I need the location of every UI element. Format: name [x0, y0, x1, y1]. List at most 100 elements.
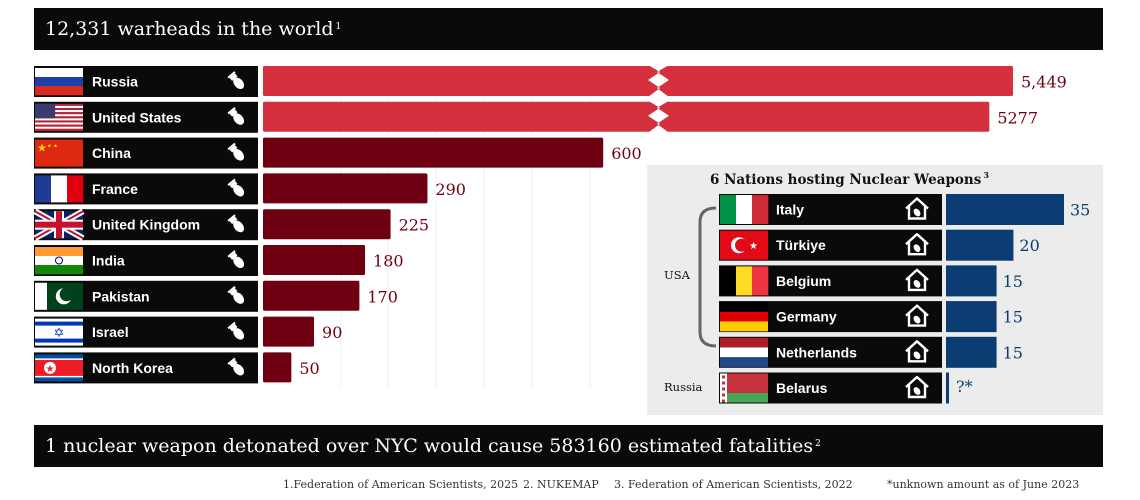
- svg-text:★ ★: ★ ★: [47, 144, 58, 150]
- bomb-icon: [227, 178, 245, 197]
- svg-text:★: ★: [749, 241, 758, 252]
- country-label: North Korea: [92, 360, 173, 376]
- bomb-icon: [227, 250, 245, 269]
- bar-north-korea: [263, 352, 292, 383]
- flag-united-states: [35, 103, 83, 131]
- value-label: 90: [322, 323, 342, 342]
- host-value-label: 35: [1070, 201, 1090, 220]
- country-row-china: ★ ★ ★ China 600: [34, 137, 642, 169]
- host-bar-turkiye: [946, 229, 1014, 261]
- country-label: Israel: [92, 324, 129, 340]
- svg-text:✡: ✡: [54, 326, 65, 341]
- fatalities-footnote: 2: [815, 439, 821, 449]
- bar-china: [263, 137, 604, 168]
- house-bomb-icon: [905, 268, 929, 292]
- flag-belarus: [720, 373, 768, 403]
- flag-united-kingdom: [33, 208, 85, 241]
- footer-source-1: 1.Federation of American Scientists, 202…: [283, 478, 519, 491]
- host-label: Germany: [776, 309, 837, 325]
- bomb-icon: [227, 142, 245, 161]
- country-row-pakistan: Pakistan 170: [34, 280, 398, 312]
- value-label: 600: [611, 144, 642, 163]
- value-label: 5277: [997, 108, 1038, 127]
- title-footnote: 1: [335, 22, 342, 32]
- bomb-icon: [227, 106, 245, 125]
- house-bomb-icon: [905, 375, 929, 399]
- host-row-netherlands: Netherlands 15: [719, 336, 1023, 368]
- host-row-belarus: Belarus ?*: [719, 372, 973, 404]
- country-label: United States: [92, 109, 182, 125]
- country-label: Russia: [92, 74, 138, 90]
- axis-break: [648, 100, 669, 133]
- host-label: Belarus: [776, 380, 828, 396]
- country-label: India: [92, 253, 125, 269]
- bomb-icon: [227, 214, 245, 233]
- host-value-label: 15: [1003, 343, 1023, 362]
- host-label: Belgium: [776, 273, 831, 289]
- flag-belgium: [720, 266, 769, 296]
- chart-title: 12,331 warheads in the world: [45, 18, 334, 40]
- svg-text:★: ★: [37, 142, 47, 155]
- house-bomb-icon: [905, 340, 929, 363]
- host-row-turkiye: ★ Türkiye 20: [719, 229, 1040, 261]
- house-bomb-icon: [905, 233, 929, 256]
- flag-russia: [35, 68, 83, 96]
- svg-text:★: ★: [46, 364, 55, 375]
- footer-source-2: 2. NUKEMAP: [523, 478, 599, 491]
- bar-france: [263, 173, 428, 204]
- host-bar-italy: [946, 194, 1064, 225]
- country-row-north-korea: ★ North Korea 50: [34, 352, 320, 384]
- host-row-belgium: Belgium 15: [719, 265, 1023, 297]
- host-value-label: 20: [1019, 236, 1039, 255]
- title-banner: 12,331 warheads in the world 1: [34, 8, 1103, 50]
- country-row-russia: Russia 5,449: [34, 65, 1067, 97]
- bar-united-kingdom: [263, 209, 391, 240]
- flag-pakistan: [35, 282, 83, 310]
- bar-russia: [263, 66, 1013, 96]
- flag-india: [35, 247, 83, 275]
- hosting-title-footnote: 3: [983, 170, 989, 180]
- bomb-icon: [227, 357, 245, 376]
- country-row-india: India 180: [34, 245, 404, 276]
- host-label: Türkiye: [776, 237, 826, 253]
- fatalities-banner: 1 nuclear weapon detonated over NYC woul…: [34, 425, 1103, 467]
- bomb-icon: [227, 285, 245, 304]
- host-bar-belgium: [946, 265, 997, 297]
- house-bomb-icon: [905, 304, 929, 327]
- country-label: China: [92, 145, 131, 161]
- host-row-italy: Italy 35: [719, 194, 1090, 225]
- host-bar-netherlands: [946, 336, 997, 368]
- flag-italy: [720, 195, 769, 224]
- host-row-germany: Germany 15: [719, 301, 1023, 333]
- flag-china: ★ ★ ★: [35, 139, 83, 167]
- value-label: 170: [367, 287, 398, 306]
- value-label: 50: [299, 359, 319, 378]
- flag-israel: ✡: [35, 318, 83, 346]
- host-bar-germany: [946, 301, 997, 333]
- country-row-united-states: United States 5277: [34, 100, 1038, 133]
- country-label: France: [92, 181, 138, 197]
- country-label: United Kingdom: [92, 217, 200, 233]
- flag-netherlands: [720, 337, 768, 368]
- value-label: 180: [373, 252, 404, 271]
- flag-north-korea: ★: [35, 354, 83, 382]
- country-row-united-kingdom: United Kingdom 225: [33, 208, 429, 241]
- hosting-group-russia: Russia: [664, 380, 703, 394]
- house-bomb-icon: [905, 197, 929, 220]
- host-bar-belarus: [946, 372, 949, 404]
- bomb-icon: [227, 321, 245, 340]
- footer-note: *unknown amount as of June 2023: [887, 478, 1080, 491]
- bar-israel: [263, 316, 315, 347]
- host-value-label: ?*: [956, 377, 973, 396]
- usa-bracket: [698, 206, 717, 348]
- flag-france: [35, 175, 84, 203]
- bar-united-states: [263, 101, 990, 132]
- bomb-icon: [227, 71, 245, 90]
- hosting-group-usa: USA: [664, 268, 691, 282]
- footer-source-3: 3. Federation of American Scientists, 20…: [614, 478, 853, 491]
- country-row-france: France 290: [34, 173, 466, 205]
- host-value-label: 15: [1003, 308, 1023, 327]
- bar-india: [263, 245, 366, 275]
